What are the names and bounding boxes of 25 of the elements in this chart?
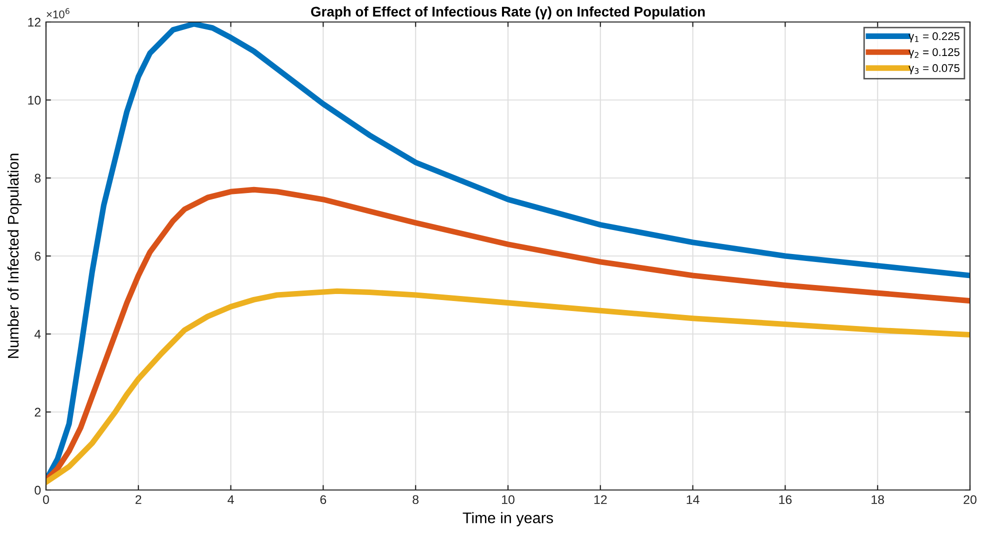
x-tick-label: 4 bbox=[228, 495, 234, 504]
y-tick-label: 0 bbox=[34, 486, 41, 495]
x-tick-label: 2 bbox=[136, 495, 142, 504]
legend-label: γ$_{1}$ = 0.225 bbox=[908, 32, 960, 42]
x-axis-title: Time in years bbox=[462, 512, 554, 526]
x-tick-label: 6 bbox=[320, 495, 326, 504]
x-tick-label: 10 bbox=[502, 495, 514, 504]
x-tick-label: 14 bbox=[686, 495, 700, 504]
x-tick-label: 0 bbox=[43, 495, 49, 504]
x-tick-label: 8 bbox=[412, 495, 419, 504]
legend-label: γ$_{2}$ = 0.125 bbox=[908, 48, 960, 58]
y-axis-title: Number of Infected Population bbox=[7, 154, 22, 358]
y-tick-label: 12 bbox=[28, 18, 41, 27]
legend-label: γ$_{3}$ = 0.075 bbox=[908, 64, 960, 74]
y-tick-label: 2 bbox=[34, 408, 41, 417]
y-tick-label: 6 bbox=[34, 252, 41, 261]
x-tick-label: 18 bbox=[872, 495, 884, 504]
x-tick-label: 20 bbox=[964, 495, 976, 504]
text: ×10$^{6}$ bbox=[46, 8, 70, 18]
y-tick-label: 8 bbox=[34, 174, 41, 183]
y-tick-label: 10 bbox=[28, 96, 41, 105]
x-tick-label: 16 bbox=[779, 495, 792, 504]
x-tick-label: 12 bbox=[594, 495, 607, 504]
y-tick-label: 4 bbox=[34, 330, 41, 339]
chart-title: Graph of Effect of Infectious Rate (γ) on Infected Population bbox=[311, 6, 705, 20]
